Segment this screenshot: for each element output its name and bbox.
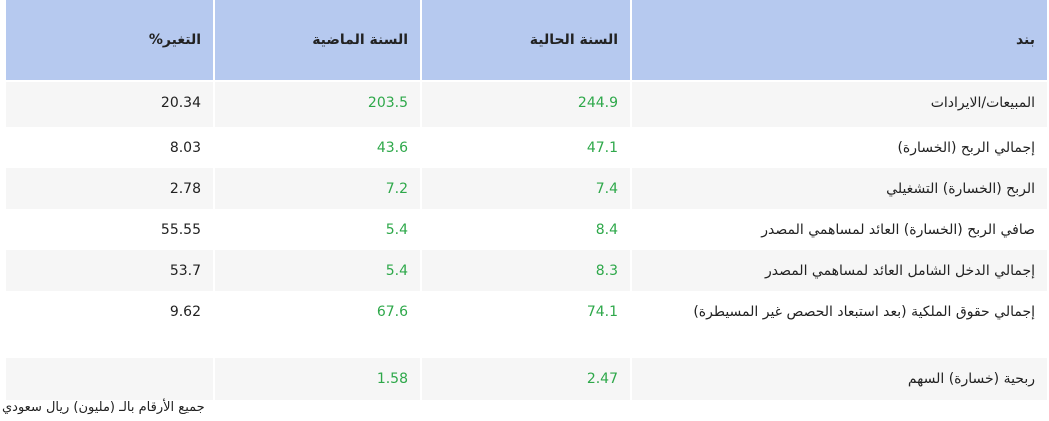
table-row: إجمالي الدخل الشامل العائد لمساهمي المصد…: [6, 250, 1047, 291]
item-cell: إجمالي الدخل الشامل العائد لمساهمي المصد…: [632, 250, 1047, 291]
value-cell: 203.5: [215, 82, 420, 127]
column-header: بند: [632, 0, 1047, 82]
value-cell: 8.3: [422, 250, 630, 291]
value-cell: 2.78: [6, 168, 213, 209]
value-cell: 244.9: [422, 82, 630, 127]
column-header: السنة الماضية: [215, 0, 420, 82]
value-cell: 47.1: [422, 127, 630, 168]
table-row: المبيعات/الايرادات 244.9 203.5 20.34: [6, 82, 1047, 127]
item-cell: الربح (الخسارة) التشغيلي: [632, 168, 1047, 209]
value-cell: 5.4: [215, 250, 420, 291]
value-cell: 20.34: [6, 82, 213, 127]
item-cell: ربحية (خسارة) السهم: [632, 358, 1047, 400]
table-wrap: بند السنة الحالية السنة الماضية التغير% الم…: [4, 0, 1047, 400]
item-cell: إجمالي الربح (الخسارة): [632, 127, 1047, 168]
value-cell: 7.4: [422, 168, 630, 209]
value-cell: 55.55: [6, 209, 213, 250]
item-cell: إجمالي حقوق الملكية (بعد استبعاد الحصص غ…: [632, 291, 1047, 358]
header-row: بند السنة الحالية السنة الماضية التغير%: [6, 0, 1047, 82]
item-cell: المبيعات/الايرادات: [632, 82, 1047, 127]
table-row: ربحية (خسارة) السهم 2.47 1.58: [6, 358, 1047, 400]
value-cell: 9.62: [6, 291, 213, 358]
value-cell: 67.6: [215, 291, 420, 358]
value-cell: 53.7: [6, 250, 213, 291]
item-cell: صافي الربح (الخسارة) العائد لمساهمي المص…: [632, 209, 1047, 250]
column-header: السنة الحالية: [422, 0, 630, 82]
table-row: صافي الربح (الخسارة) العائد لمساهمي المص…: [6, 209, 1047, 250]
table-row: الربح (الخسارة) التشغيلي 7.4 7.2 2.78: [6, 168, 1047, 209]
value-cell: [6, 358, 213, 400]
table-row: إجمالي حقوق الملكية (بعد استبعاد الحصص غ…: [6, 291, 1047, 358]
table-row: إجمالي الربح (الخسارة) 47.1 43.6 8.03: [6, 127, 1047, 168]
financial-table: بند السنة الحالية السنة الماضية التغير% الم…: [4, 0, 1049, 400]
footnote: جميع الأرقام بالـ (مليون) ريال سعودي: [2, 400, 205, 415]
value-cell: 7.2: [215, 168, 420, 209]
value-cell: 1.58: [215, 358, 420, 400]
column-header: التغير%: [6, 0, 213, 82]
value-cell: 5.4: [215, 209, 420, 250]
value-cell: 8.4: [422, 209, 630, 250]
value-cell: 74.1: [422, 291, 630, 358]
value-cell: 2.47: [422, 358, 630, 400]
value-cell: 8.03: [6, 127, 213, 168]
value-cell: 43.6: [215, 127, 420, 168]
